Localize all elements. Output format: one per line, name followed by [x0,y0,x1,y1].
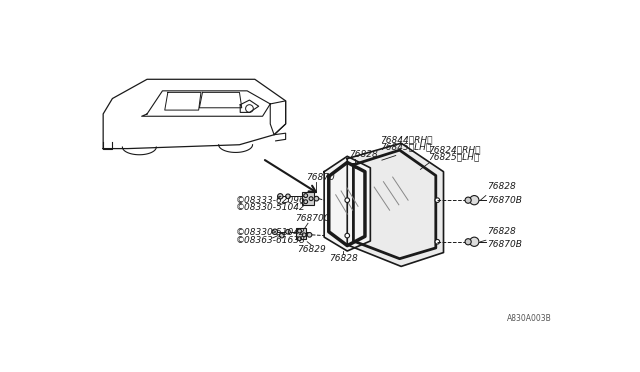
Text: 76828: 76828 [488,227,516,235]
Polygon shape [348,143,444,266]
Polygon shape [324,156,371,251]
Text: 76824〈RH〉: 76824〈RH〉 [428,146,481,155]
Circle shape [465,239,471,245]
Text: 76844〈RH〉: 76844〈RH〉 [380,136,433,145]
Text: ©08363-61638: ©08363-61638 [236,235,305,245]
Circle shape [285,230,291,234]
Text: ©08333-62096: ©08333-62096 [236,196,305,205]
Circle shape [309,197,313,201]
Circle shape [298,229,301,233]
Text: 76828: 76828 [488,182,516,191]
Bar [296,228,307,240]
Text: 76825〈LH〉: 76825〈LH〉 [428,153,479,162]
Circle shape [470,237,479,246]
Circle shape [298,237,301,241]
Text: ©08330-51042: ©08330-51042 [236,203,305,212]
Circle shape [345,233,349,238]
Circle shape [302,233,306,237]
Text: 76870: 76870 [307,173,335,182]
Circle shape [272,229,278,234]
Circle shape [304,200,308,203]
Text: 76870B: 76870B [488,196,522,205]
Circle shape [314,196,319,201]
Text: ©08330-51042: ©08330-51042 [236,228,305,237]
Circle shape [345,198,349,202]
Text: 76829: 76829 [297,245,325,254]
Circle shape [285,194,291,199]
Circle shape [435,198,440,202]
Text: 76828: 76828 [329,254,358,263]
Circle shape [304,194,308,198]
Text: 76845〈LH〉: 76845〈LH〉 [380,143,431,152]
Circle shape [470,196,479,205]
Circle shape [280,233,284,238]
Text: 76870C: 76870C [295,214,330,223]
Circle shape [307,232,312,237]
Bar [302,192,314,205]
Text: 76870B: 76870B [488,240,522,249]
Text: A830A003B: A830A003B [506,314,551,323]
Text: 76828: 76828 [349,150,378,158]
Circle shape [435,240,440,244]
Circle shape [278,194,283,199]
Circle shape [465,197,471,203]
